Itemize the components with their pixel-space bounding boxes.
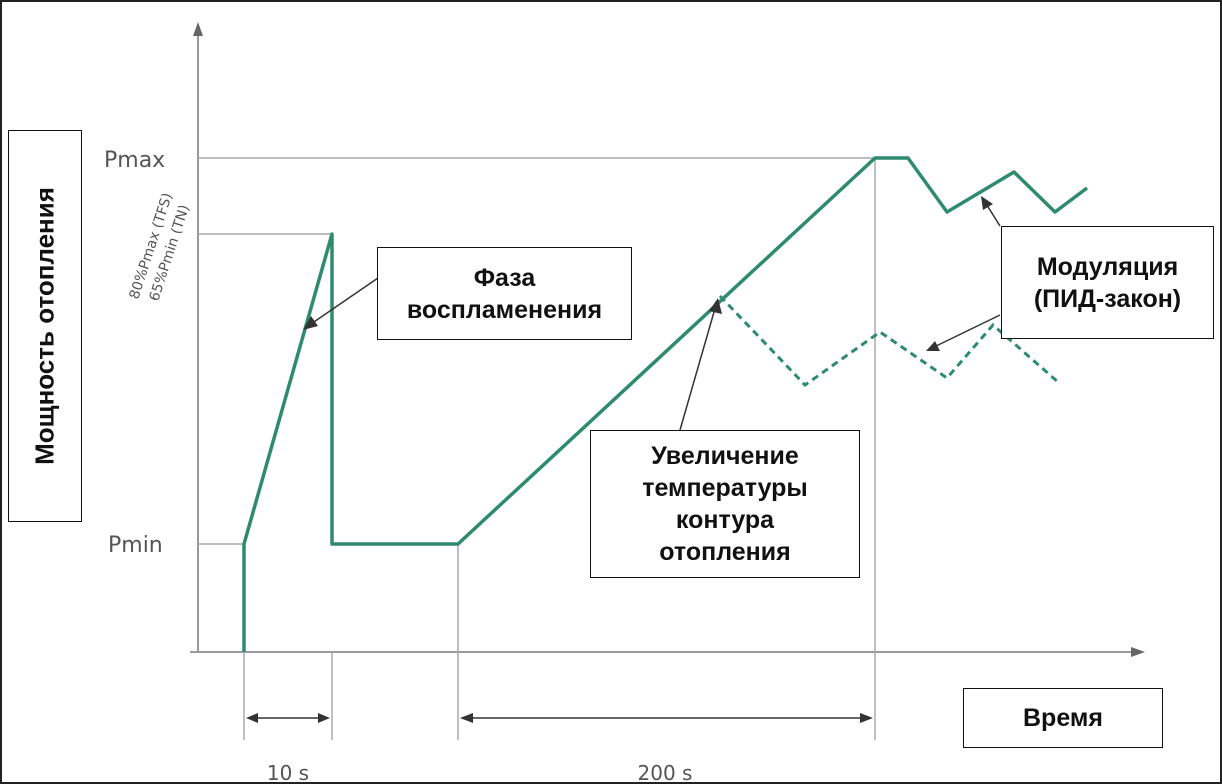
power-curve xyxy=(242,156,1089,652)
temperature-rise-callout: Увеличение температуры контура отопления xyxy=(590,430,860,578)
alt-modulation-curve xyxy=(718,294,1059,387)
alt-modulation-pointer xyxy=(931,314,1001,349)
ramp-interval-right-head xyxy=(860,713,873,723)
temperature-rise-text: Увеличение температуры контура отопления xyxy=(642,442,808,566)
temperature-pointer-head xyxy=(709,298,722,314)
y-axis-title-box: Мощность отопления xyxy=(8,130,82,522)
modulation-text: Модуляция (ПИД-закон) xyxy=(1033,252,1182,313)
modulation-callout: Модуляция (ПИД-закон) xyxy=(1001,226,1214,339)
ignition-pointer-head xyxy=(303,316,318,330)
ignition-interval-right-head xyxy=(318,713,330,723)
y-axis-arrow xyxy=(193,22,203,36)
pmax-label: Pmax xyxy=(104,148,165,173)
temperature-pointer xyxy=(679,304,717,431)
ignition-interval-label: 10 s xyxy=(267,761,309,784)
ignition-phase-callout: Фаза воспламенения xyxy=(377,247,632,340)
alt-modulation-pointer-head xyxy=(926,341,940,351)
ramp-interval-left-head xyxy=(460,713,473,723)
ignition-phase-text: Фаза воспламенения xyxy=(406,263,603,324)
y-axis-title: Мощность отопления xyxy=(29,187,60,465)
pmin-label: Pmin xyxy=(108,533,163,558)
x-axis-title-box: Время xyxy=(963,688,1163,748)
x-axis-arrow xyxy=(1131,647,1145,657)
ignition-interval-left-head xyxy=(246,713,258,723)
ignition-pointer xyxy=(307,277,379,327)
x-axis-title: Время xyxy=(1023,704,1103,732)
modulation-pointer-head xyxy=(981,196,993,210)
ramp-interval-label: 200 s xyxy=(638,761,693,784)
